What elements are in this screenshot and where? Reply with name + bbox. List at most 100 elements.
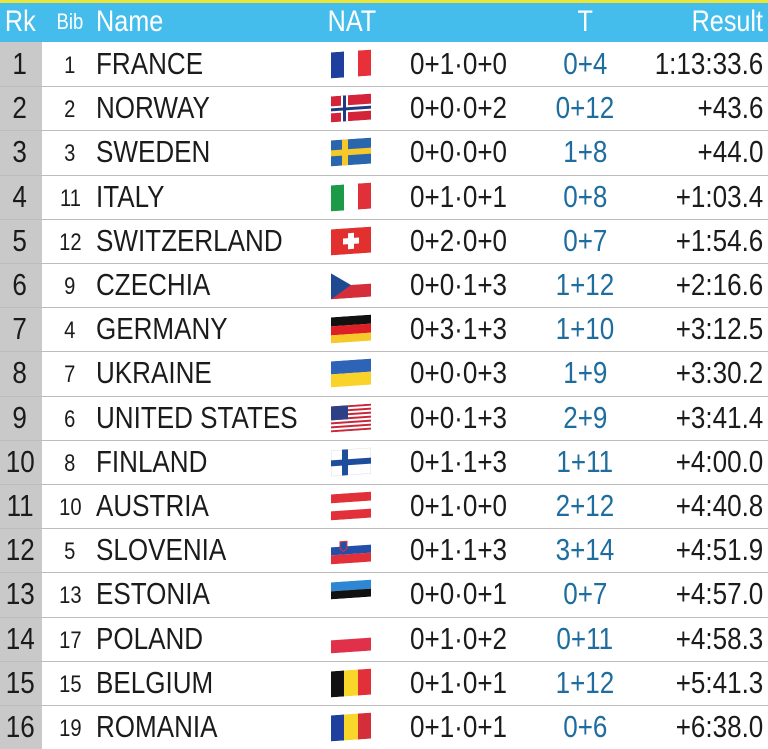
team-name: SLOVENIA [96,528,251,572]
bib: 6 [52,398,88,442]
rank: 16 [0,705,41,749]
bib: 11 [52,177,88,221]
rank: 8 [0,351,41,395]
rank-text: 11 [6,488,34,523]
result-text: +4:58.3 [675,620,763,656]
nat-header-text: NAT [327,5,377,38]
flag [331,314,371,344]
penalty-total-text: 1+10 [555,311,615,347]
rank: 6 [0,263,41,307]
t-header-text: T [577,5,593,38]
result-text: +3:41.4 [675,399,763,435]
result: +3:41.4 [659,396,763,440]
bib: 8 [52,442,88,486]
team-name: AUSTRIA [96,484,230,528]
bib-text: 11 [59,184,81,212]
rank-text: 13 [5,576,35,612]
rank-header: Rk [0,2,40,42]
penalty-total: 0+12 [540,86,630,130]
team-name-text: POLAND [96,620,204,656]
result: +4:57.0 [659,572,763,616]
rank-text: 7 [12,311,28,347]
flag-icon [331,137,371,167]
bib-text: 3 [64,140,76,168]
flag [331,93,371,123]
result-text: +44.0 [697,134,763,170]
shooting-text: 0+3·1+3 [410,311,508,347]
bib: 15 [52,663,88,707]
penalty-total-text: 3+14 [555,532,615,568]
result-text: +6:38.0 [675,709,763,744]
penalty-total-text: 1+9 [562,355,608,391]
shooting-text: 0+1·0+1 [410,709,508,744]
result-text: +3:12.5 [675,311,763,347]
rank: 15 [0,661,41,705]
rank-text: 15 [5,664,35,700]
penalty-total-text: 1+12 [555,267,615,302]
flag-icon [331,358,371,388]
bib-text: 13 [58,582,82,610]
bib: 4 [52,309,88,353]
result-header: Result [678,2,763,42]
result: 1:13:33.6 [634,42,763,86]
row-separator [0,528,768,529]
team-name-text: AUSTRIA [96,488,209,523]
shooting: 0+0·1+3 [410,263,526,307]
team-name: FRANCE [96,42,223,86]
shooting: 0+0·0+3 [410,351,526,395]
bib-text: 15 [58,670,82,698]
flag-icon [331,668,371,698]
bib: 17 [52,619,88,663]
row-separator [0,440,768,441]
shooting-text: 0+0·1+3 [410,267,508,302]
row-separator [0,351,768,352]
rank-text: 10 [5,443,35,479]
team-name: SWITZERLAND [96,219,318,263]
result: +4:00.0 [659,440,763,484]
row-separator [0,396,768,397]
shooting: 0+1·1+3 [410,440,526,484]
result-text: +4:51.9 [675,532,763,568]
result-text: +3:30.2 [675,355,763,391]
shooting-text: 0+1·1+3 [410,443,508,479]
shooting: 0+1·0+1 [410,705,526,749]
bib: 19 [52,707,88,749]
flag [331,668,371,698]
flag-icon [331,579,371,609]
result-text: +4:00.0 [675,443,763,479]
bib: 2 [52,88,88,132]
team-name: UNITED STATES [96,396,336,440]
bib-text: 9 [64,273,76,300]
team-name: SWEDEN [96,130,232,174]
flag [331,579,371,609]
shooting-text: 0+0·0+2 [410,90,508,126]
row-separator [0,617,768,618]
result-text: +1:03.4 [675,178,763,214]
team-name-text: CZECHIA [96,267,211,302]
shooting-text: 0+1·0+0 [410,46,508,81]
result: +43.6 [685,86,763,130]
shooting-text: 0+0·0+0 [410,134,508,170]
result-header-text: Result [691,5,763,38]
shooting: 0+0·0+2 [410,86,526,130]
shooting-text: 0+1·0+1 [410,664,508,700]
bib: 9 [52,265,88,309]
name-header: Name [96,2,176,42]
penalty-total: 0+7 [540,219,630,263]
rank-column [0,42,42,749]
row-separator [0,219,768,220]
row-separator [0,263,768,264]
nat-header: NAT [312,2,392,42]
shooting: 0+3·1+3 [410,307,526,351]
shooting-text: 0+0·1+3 [410,399,508,435]
flag-icon [331,491,371,521]
penalty-total: 1+8 [540,130,630,174]
rank-text: 3 [12,134,28,170]
shooting: 0+0·0+0 [410,130,526,174]
team-name-text: UNITED STATES [96,399,298,435]
row-separator [0,572,768,573]
rank-text: 5 [12,222,28,258]
penalty-total: 2+9 [540,396,630,440]
penalty-total-text: 0+7 [562,576,608,612]
shooting: 0+1·0+0 [410,42,526,86]
